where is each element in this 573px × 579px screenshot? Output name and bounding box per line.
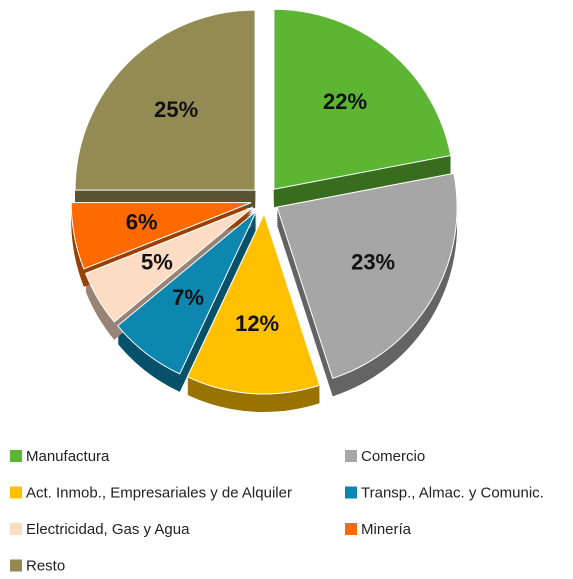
legend-swatch	[10, 450, 22, 462]
slice	[74, 9, 256, 191]
legend-swatch	[10, 486, 22, 499]
slice	[186, 212, 321, 395]
legend-swatch	[345, 486, 357, 499]
legend-swatch	[10, 523, 22, 535]
data-label: 6%	[126, 209, 158, 234]
legend-label: Transp., Almac. y Comunic.	[361, 484, 544, 501]
data-label: 23%	[351, 250, 395, 275]
legend-swatch	[345, 523, 357, 535]
legend-label: Act. Inmob., Empresariales y de Alquiler	[26, 484, 292, 501]
legend-label: Electricidad, Gas y Agua	[26, 521, 190, 538]
legend-label: Resto	[26, 557, 65, 574]
legend-label: Manufactura	[26, 448, 110, 465]
slice	[273, 8, 452, 190]
slice	[70, 202, 252, 270]
data-label: 22%	[323, 89, 367, 114]
legend-label: Comercio	[361, 448, 425, 465]
legend-swatch	[345, 450, 357, 462]
legend-swatch	[10, 559, 22, 572]
slice	[84, 206, 254, 323]
slice	[276, 172, 458, 379]
data-label: 25%	[154, 97, 198, 122]
slice	[117, 210, 257, 375]
data-label: 5%	[141, 250, 173, 275]
data-label: 12%	[235, 311, 279, 336]
legend-label: Minería	[361, 521, 412, 538]
data-label: 7%	[172, 285, 204, 310]
